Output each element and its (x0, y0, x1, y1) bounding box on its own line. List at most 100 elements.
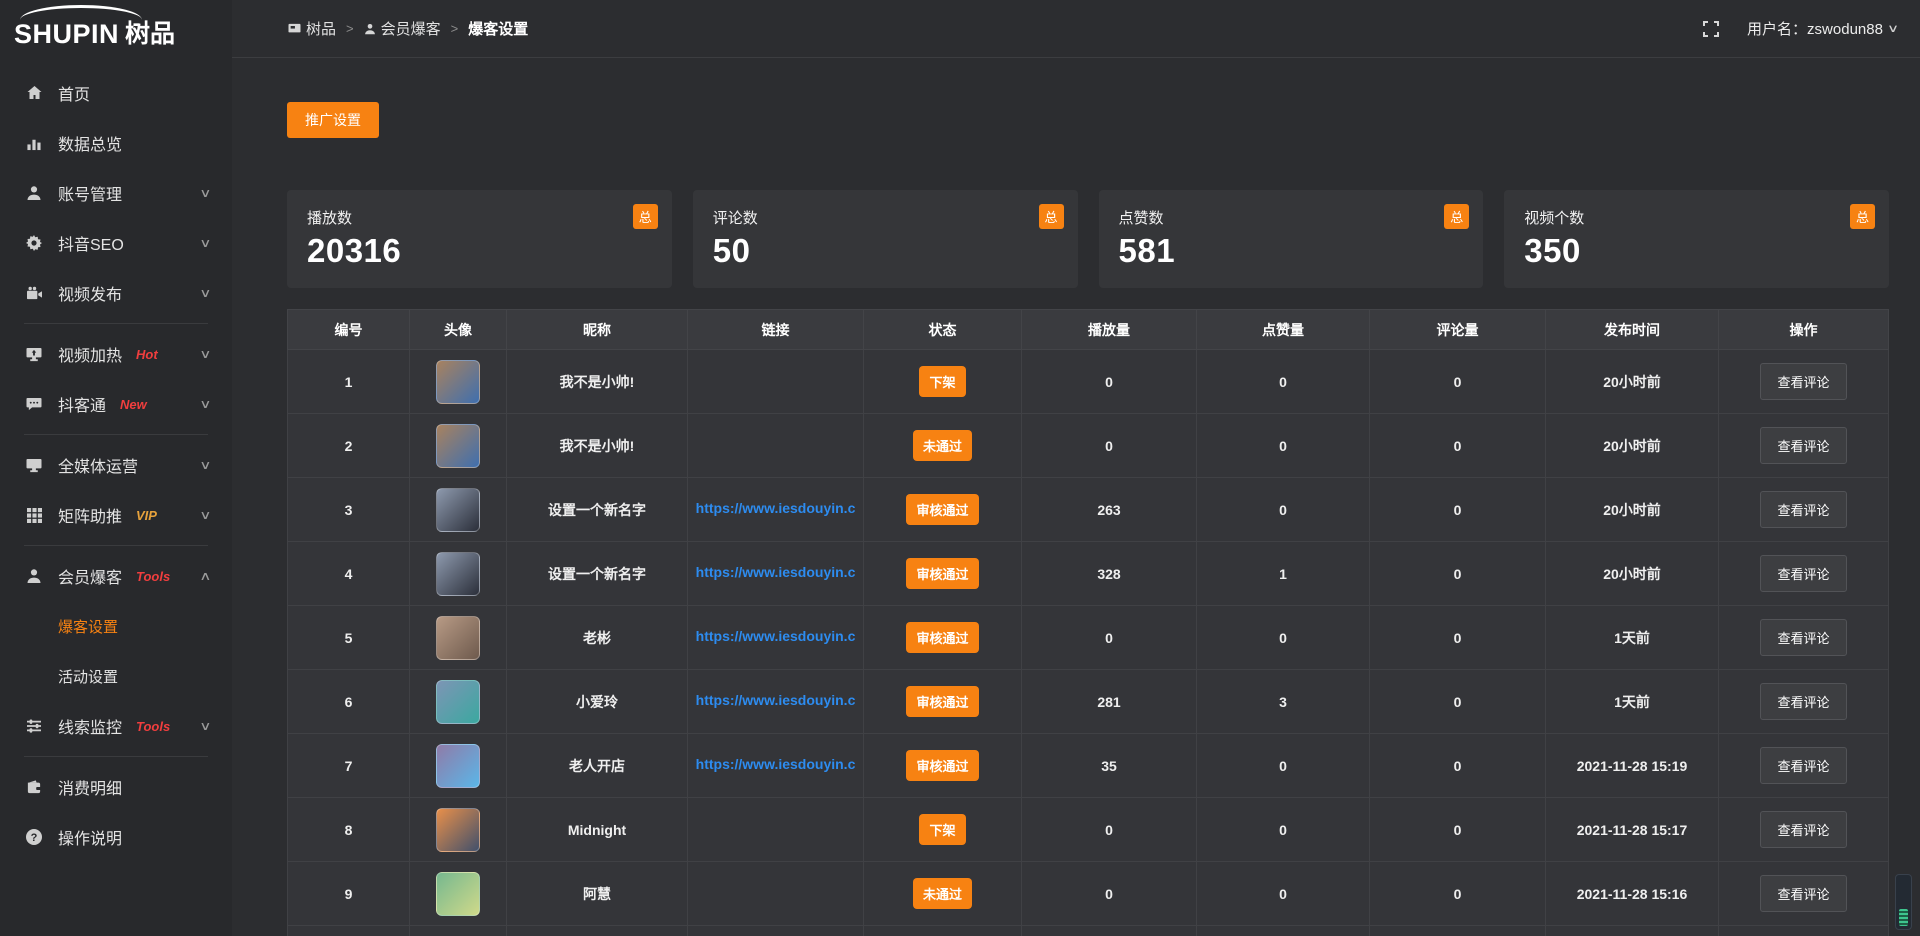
status-badge: 审核通过 (906, 558, 979, 589)
table-row (287, 925, 1889, 936)
sidebar-item-data-overview[interactable]: 数据总览 (0, 118, 232, 168)
col-header-avatar: 头像 (409, 309, 507, 350)
promo-settings-button[interactable]: 推广设置 (287, 102, 379, 138)
breadcrumb-section[interactable]: 会员爆客 (364, 18, 441, 39)
svg-text:?: ? (31, 832, 38, 844)
cell-time: 20小时前 (1545, 413, 1719, 478)
stat-value: 20316 (307, 232, 402, 269)
col-header-link: 链接 (687, 309, 864, 350)
wallet-icon (24, 778, 44, 796)
sidebar-item-account-manage[interactable]: 账号管理 ∨ (0, 168, 232, 218)
cell-plays: 0 (1021, 349, 1197, 414)
cell-status: 审核通过 (863, 669, 1022, 734)
video-link[interactable]: https://www.iesdouyin.c (695, 628, 856, 644)
brand-logo[interactable]: SHUPIN 树品 (0, 0, 232, 58)
fullscreen-button[interactable] (1701, 19, 1721, 39)
cell-status: 审核通过 (863, 605, 1022, 670)
sidebar-item-consumption-detail[interactable]: 消费明细 (0, 762, 232, 812)
view-comments-button[interactable]: 查看评论 (1760, 747, 1847, 784)
sidebar-item-video-publish[interactable]: 视频发布 ∨ (0, 268, 232, 318)
chevron-down-icon: ∨ (199, 508, 212, 522)
cell-plays: 328 (1021, 541, 1197, 606)
user-menu[interactable]: 用户名：zswodun88 ∨ (1747, 18, 1899, 39)
view-comments-button[interactable]: 查看评论 (1760, 619, 1847, 656)
table-row: 1 我不是小帅! 下架 0 0 0 20小时前 查看评论 (287, 349, 1889, 414)
sidebar-item-clue-monitor[interactable]: 线索监控 Tools ∨ (0, 701, 232, 751)
sidebar-item-douketong[interactable]: 抖客通 New ∨ (0, 379, 232, 429)
sidebar-item-all-media[interactable]: 全媒体运营 ∨ (0, 440, 232, 490)
view-comments-button[interactable]: 查看评论 (1760, 491, 1847, 528)
cell-comments: 0 (1369, 541, 1546, 606)
cell-time: 20小时前 (1545, 477, 1719, 542)
stat-label: 点赞数 (1118, 210, 1164, 227)
sidebar-item-instructions[interactable]: ? 操作说明 (0, 812, 232, 862)
avatar (436, 615, 480, 660)
sidebar-menu: 首页 数据总览 账号管理 ∨ 抖音SEO ∨ 视频发布 ∨ (0, 58, 232, 862)
total-badge: 总 (1038, 204, 1064, 229)
sidebar-item-member-baoke[interactable]: 会员爆客 Tools ∧ (0, 551, 232, 601)
video-link[interactable]: https://www.iesdouyin.c (695, 692, 856, 708)
chevron-down-icon: ∨ (199, 236, 212, 250)
cell-nickname: 我不是小帅! (506, 349, 688, 414)
breadcrumb-label: 树品 (306, 21, 337, 38)
menu-divider (24, 545, 208, 546)
sidebar-item-label: 账号管理 (58, 187, 123, 204)
view-comments-button[interactable]: 查看评论 (1760, 875, 1847, 912)
sidebar-item-label: 全媒体运营 (58, 459, 139, 476)
grid-icon (24, 506, 44, 524)
table-row: 5 老彬 https://www.iesdouyin.c 审核通过 0 0 0 1天前 查看评论 (287, 605, 1889, 670)
cell-id: 5 (287, 605, 410, 670)
monitor-heat-icon (24, 345, 44, 363)
sidebar-item-label: 会员爆客 (58, 570, 123, 587)
new-tag: New (120, 396, 147, 412)
view-comments-button[interactable]: 查看评论 (1760, 683, 1847, 720)
sidebar-item-home[interactable]: 首页 (0, 68, 232, 118)
sidebar-subitem-baoke-settings[interactable]: 爆客设置 (0, 601, 232, 651)
videos-table: 编号 头像 昵称 链接 状态 播放量 点赞量 评论量 发布时间 操作 1 我不是小 (287, 309, 1889, 936)
cell-likes: 0 (1196, 797, 1370, 862)
col-header-actions: 操作 (1718, 309, 1889, 350)
sidebar-item-label: 视频发布 (58, 287, 123, 304)
cell-actions: 查看评论 (1718, 733, 1889, 798)
avatar (436, 871, 480, 916)
video-link[interactable]: https://www.iesdouyin.c (695, 500, 856, 516)
video-link[interactable]: https://www.iesdouyin.c (695, 756, 856, 772)
sidebar-item-video-heat[interactable]: 视频加热 Hot ∨ (0, 329, 232, 379)
breadcrumb-label: 爆客设置 (468, 21, 529, 38)
menu-divider (24, 323, 208, 324)
view-comments-button[interactable]: 查看评论 (1760, 427, 1847, 464)
cell-status: 审核通过 (863, 541, 1022, 606)
chevron-down-icon: ∨ (199, 719, 212, 733)
view-comments-button[interactable]: 查看评论 (1760, 811, 1847, 848)
sidebar-subitem-activity-settings[interactable]: 活动设置 (0, 651, 232, 701)
bar-chart-icon (24, 134, 44, 152)
status-badge: 审核通过 (906, 494, 979, 525)
cell-likes: 0 (1196, 605, 1370, 670)
video-link[interactable]: https://www.iesdouyin.c (695, 564, 856, 580)
table-row: 2 我不是小帅! 未通过 0 0 0 20小时前 查看评论 (287, 413, 1889, 478)
sidebar-item-matrix-boost[interactable]: 矩阵助推 VIP ∨ (0, 490, 232, 540)
stat-value: 50 (712, 232, 751, 269)
vip-tag: VIP (136, 507, 157, 523)
table-row: 9 阿慧 未通过 0 0 0 2021-11-28 15:16 查看评论 (287, 861, 1889, 926)
cell-time: 2021-11-28 15:16 (1545, 861, 1719, 926)
cell-actions: 查看评论 (1718, 605, 1889, 670)
cell-id: 8 (287, 797, 410, 862)
logo-text-cn: 树品 (125, 20, 176, 48)
avatar (436, 743, 480, 788)
chevron-down-icon: ∨ (199, 397, 212, 411)
view-comments-button[interactable]: 查看评论 (1760, 555, 1847, 592)
breadcrumb-separator: > (450, 21, 459, 36)
gear-icon (24, 234, 44, 252)
sidebar-item-label: 矩阵助推 (58, 509, 123, 526)
user-icon (24, 184, 44, 202)
sidebar-item-douyin-seo[interactable]: 抖音SEO ∨ (0, 218, 232, 268)
content: 推广设置 播放数 20316 总 评论数 50 总 点赞数 581 总 (232, 58, 1920, 936)
cell-comments: 0 (1369, 733, 1546, 798)
view-comments-button[interactable]: 查看评论 (1760, 363, 1847, 400)
status-badge: 审核通过 (906, 622, 979, 653)
floating-scrollbar-widget[interactable] (1895, 874, 1912, 930)
scrollbar-thumb[interactable] (1899, 909, 1908, 926)
cell-likes: 3 (1196, 669, 1370, 734)
breadcrumb-root[interactable]: 树品 (288, 18, 336, 39)
